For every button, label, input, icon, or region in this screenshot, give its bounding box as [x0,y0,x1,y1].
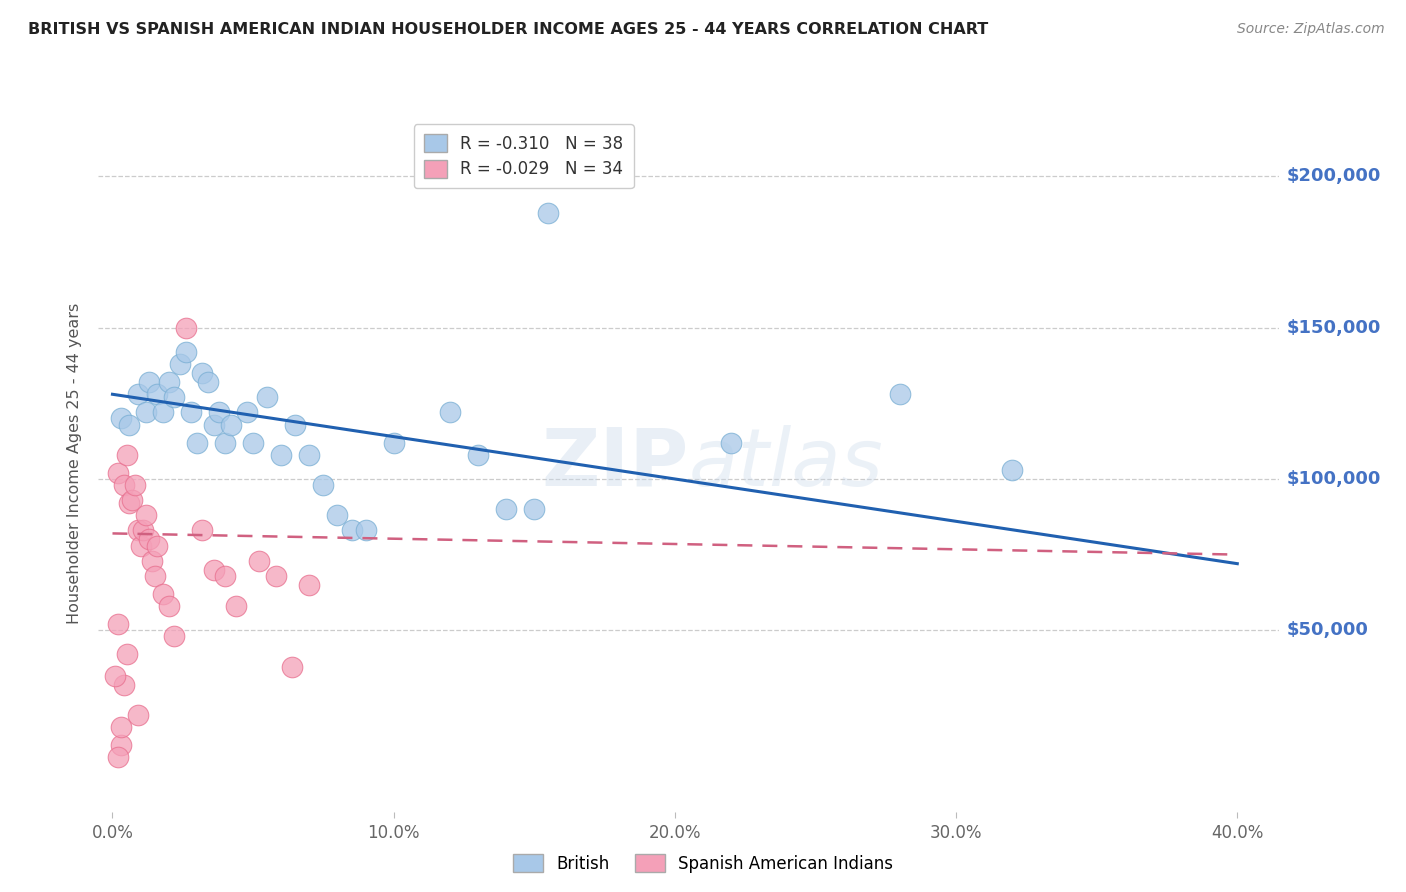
Point [115,448,138,462]
Point [537,206,560,220]
Point [141,554,163,568]
Point [129,539,152,553]
Point [146,539,169,553]
Point [202,417,225,432]
Text: atlas: atlas [689,425,884,503]
Text: $50,000: $50,000 [1286,621,1368,640]
Point [143,568,166,582]
Point [107,466,129,480]
Point [157,599,180,613]
Text: $100,000: $100,000 [1286,470,1381,488]
Text: BRITISH VS SPANISH AMERICAN INDIAN HOUSEHOLDER INCOME AGES 25 - 44 YEARS CORRELA: BRITISH VS SPANISH AMERICAN INDIAN HOUSE… [28,22,988,37]
Point [270,448,292,462]
Text: ZIP: ZIP [541,425,689,503]
Point [163,390,186,404]
Point [264,568,287,582]
Point [124,478,146,492]
Point [110,411,132,425]
Point [107,617,129,632]
Point [523,502,546,516]
Point [110,720,132,734]
Point [1001,463,1024,477]
Point [202,563,225,577]
Point [236,405,259,419]
Point [174,320,197,334]
Point [115,648,138,662]
Point [225,599,247,613]
Point [127,707,149,722]
Point [247,554,270,568]
Point [208,405,231,419]
Point [146,387,169,401]
Point [163,629,186,643]
Point [127,524,149,538]
Point [326,508,349,523]
Point [152,587,174,601]
Point [118,496,141,510]
Point [104,668,127,682]
Point [169,357,191,371]
Text: $200,000: $200,000 [1286,168,1381,186]
Point [186,435,208,450]
Point [191,524,214,538]
Point [127,387,149,401]
Point [157,375,180,389]
Point [214,568,236,582]
Point [138,375,160,389]
Point [889,387,911,401]
Point [191,366,214,380]
Point [174,345,197,359]
Point [284,417,307,432]
Point [107,750,129,764]
Y-axis label: Householder Income Ages 25 - 44 years: Householder Income Ages 25 - 44 years [67,303,83,624]
Point [132,524,155,538]
Point [135,405,157,419]
Point [298,578,321,592]
Point [214,435,236,450]
Point [110,738,132,752]
Point [112,478,135,492]
Point [340,524,363,538]
Point [354,524,377,538]
Text: Source: ZipAtlas.com: Source: ZipAtlas.com [1237,22,1385,37]
Point [382,435,405,450]
Point [135,508,157,523]
Text: $150,000: $150,000 [1286,318,1381,336]
Point [242,435,264,450]
Point [256,390,278,404]
Point [312,478,335,492]
Point [467,448,489,462]
Point [118,417,141,432]
Point [138,533,160,547]
Point [439,405,461,419]
Point [112,678,135,692]
Point [219,417,242,432]
Point [152,405,174,419]
Legend: British, Spanish American Indians: British, Spanish American Indians [506,847,900,880]
Point [121,493,143,508]
Point [298,448,321,462]
Point [720,435,742,450]
Legend: R = -0.310   N = 38, R = -0.029   N = 34: R = -0.310 N = 38, R = -0.029 N = 34 [413,124,634,188]
Point [180,405,202,419]
Point [197,375,219,389]
Point [281,659,304,673]
Point [495,502,517,516]
